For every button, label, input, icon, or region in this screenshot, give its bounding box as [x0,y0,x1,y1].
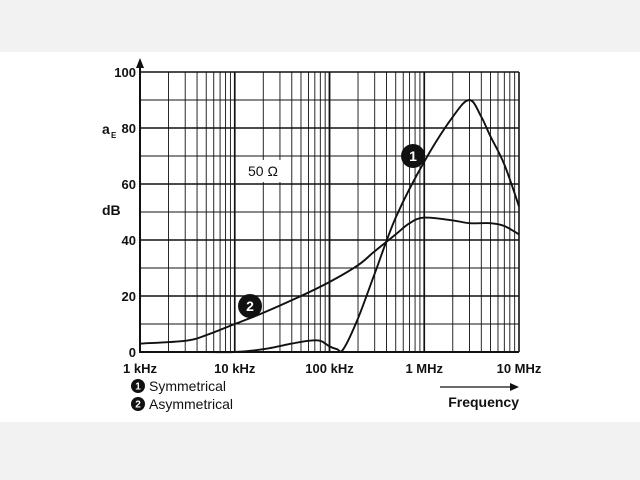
y-tick-label: 40 [122,233,136,248]
chart-svg: 0 20 40 60 80 100 1 kHz 10 kHz 100 kHz 1 MHz 10 MH… [102,58,542,412]
annotation-box [244,160,284,182]
y-axis-symbol: a [102,121,110,137]
y-tick-label: 80 [122,121,136,136]
x-tick-label: 10 kHz [214,361,256,376]
curves: 12 [139,99,520,354]
legend-marker-1 [131,379,145,393]
series-marker-asymmetrical-label: 2 [246,298,254,314]
x-tick-label: 10 MHz [497,361,542,376]
annotation-impedance: 50 Ω [248,163,278,179]
y-tick-label: 60 [122,177,136,192]
chart-panel: 0 20 40 60 80 100 1 kHz 10 kHz 100 kHz 1 MHz 10 MH… [0,52,640,422]
series-line-asymmetrical [139,216,520,345]
legend-marker-2 [131,397,145,411]
y-tick-label: 20 [122,289,136,304]
x-axis-label: Frequency [448,394,519,410]
y-axis-label: dB [102,202,121,218]
labels: a E dB 50 Ω Frequency [102,121,519,410]
x-tick-label: 1 kHz [123,361,157,376]
series-marker-symmetrical-label: 1 [409,148,417,164]
legend-label-2: Asymmetrical [149,396,233,412]
series-marker-symmetrical [401,144,425,168]
x-tick-label: 100 kHz [305,361,354,376]
y-axis-arrow-head [136,58,144,68]
grid [139,71,520,353]
legend-marker-1-label: 1 [135,382,141,393]
series-marker-asymmetrical [238,294,262,318]
x-tick-label: 1 MHz [405,361,443,376]
y-tick-label: 0 [129,345,136,360]
y-tick-label: 100 [114,65,136,80]
legend-label-1: Symmetrical [149,378,226,394]
axes: 0 20 40 60 80 100 1 kHz 10 kHz 100 kHz 1 MHz 10 MH… [114,58,542,376]
legend-marker-2-label: 2 [135,400,141,411]
series-line-symmetrical [139,99,520,354]
y-axis-symbol-subscript: E [111,131,117,140]
legend: 1 Symmetrical 2 Asymmetrical [131,378,233,412]
x-axis-arrow-head [510,383,519,391]
